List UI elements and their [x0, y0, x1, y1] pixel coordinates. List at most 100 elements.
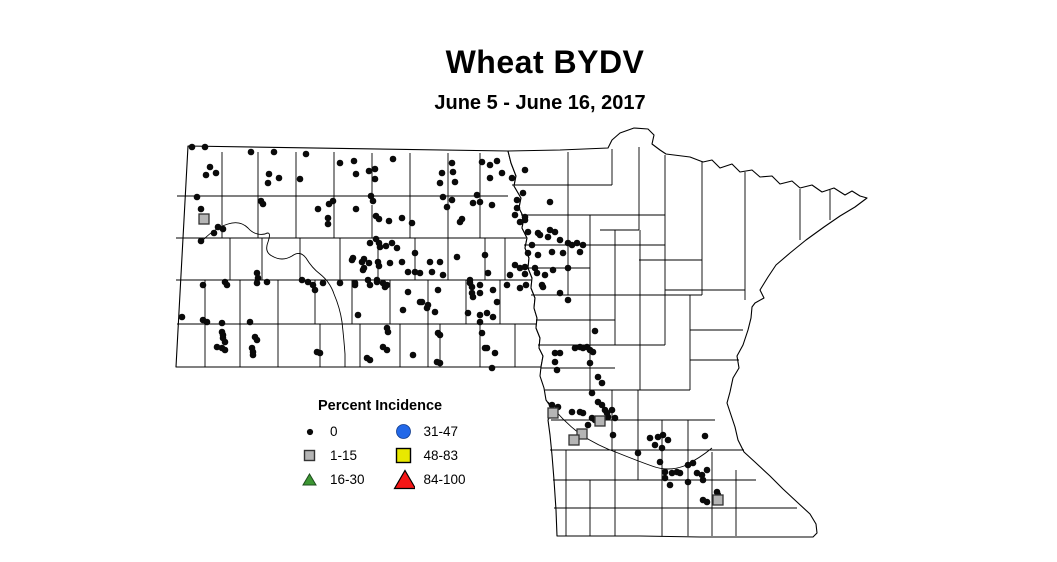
survey-point-zero	[365, 167, 373, 175]
survey-point-zero	[212, 169, 220, 177]
survey-point-zero	[513, 204, 521, 212]
survey-point-zero	[478, 158, 486, 166]
survey-point-zero	[386, 259, 394, 267]
survey-point-zero	[506, 271, 514, 279]
survey-point-zero	[366, 356, 374, 364]
survey-point-zero	[201, 143, 209, 151]
survey-point-zero	[488, 201, 496, 209]
survey-point-zero	[481, 251, 489, 259]
green-triangle-icon	[299, 473, 321, 486]
survey-point-zero	[275, 174, 283, 182]
legend-title: Percent Incidence	[318, 398, 443, 414]
black-dot-icon	[299, 427, 321, 437]
survey-point-zero	[448, 159, 456, 167]
survey-point-zero	[351, 279, 359, 287]
survey-point-zero	[548, 248, 556, 256]
survey-point-low	[547, 407, 559, 419]
survey-point-zero	[199, 281, 207, 289]
missouri-river	[202, 222, 346, 367]
survey-point-zero	[528, 241, 536, 249]
survey-point-zero	[534, 251, 542, 259]
survey-point-zero	[263, 278, 271, 286]
survey-point-zero	[309, 281, 317, 289]
survey-point-low	[712, 494, 724, 506]
survey-point-zero	[438, 169, 446, 177]
survey-point-zero	[481, 344, 489, 352]
survey-point-zero	[302, 150, 310, 158]
survey-point-zero	[253, 269, 261, 277]
survey-point-zero	[319, 279, 327, 287]
survey-point-zero	[408, 219, 416, 227]
legend-item-48-83: 48-83	[393, 447, 466, 464]
legend-label: 31-47	[423, 424, 459, 439]
survey-point-zero	[486, 161, 494, 169]
survey-point-zero	[464, 309, 472, 317]
survey-point-zero	[223, 281, 231, 289]
survey-point-zero	[324, 220, 332, 228]
survey-point-zero	[564, 264, 572, 272]
survey-point-zero	[661, 468, 669, 476]
survey-point-zero	[661, 474, 669, 482]
survey-point-zero	[352, 205, 360, 213]
map-points-layer	[178, 143, 724, 506]
survey-point-zero	[539, 283, 547, 291]
survey-point-zero	[553, 366, 561, 374]
survey-point-zero	[219, 225, 227, 233]
survey-point-zero	[373, 278, 381, 286]
survey-point-zero	[399, 306, 407, 314]
survey-point-zero	[436, 331, 444, 339]
survey-point-zero	[579, 241, 587, 249]
survey-point-zero	[556, 289, 564, 297]
survey-point-zero	[524, 228, 532, 236]
survey-point-zero	[473, 191, 481, 199]
survey-point-zero	[426, 258, 434, 266]
survey-point-zero	[374, 258, 382, 266]
survey-point-zero	[466, 279, 474, 287]
survey-point-zero	[366, 239, 374, 247]
survey-point-zero	[424, 301, 432, 309]
survey-point-zero	[221, 346, 229, 354]
survey-point-zero	[684, 461, 692, 469]
survey-point-zero	[365, 259, 373, 267]
survey-point-zero	[703, 466, 711, 474]
legend-label: 1-15	[330, 448, 358, 463]
survey-point-zero	[684, 478, 692, 486]
legend: Percent Incidence 0 1-15	[299, 398, 489, 490]
survey-point-zero	[436, 179, 444, 187]
survey-point-zero	[551, 358, 559, 366]
survey-point-zero	[382, 242, 390, 250]
survey-point-zero	[586, 359, 594, 367]
survey-point-zero	[383, 281, 391, 289]
survey-point-zero	[439, 271, 447, 279]
survey-point-zero	[431, 308, 439, 316]
survey-point-zero	[197, 237, 205, 245]
survey-point-zero	[359, 266, 367, 274]
survey-point-zero	[531, 264, 539, 272]
survey-point-zero	[698, 471, 706, 479]
red-triangle-icon	[392, 469, 415, 490]
survey-point-zero	[304, 278, 312, 286]
survey-point-zero	[634, 449, 642, 457]
survey-point-zero	[498, 169, 506, 177]
survey-point-zero	[265, 170, 273, 178]
survey-point-zero	[336, 159, 344, 167]
survey-point-zero	[296, 175, 304, 183]
survey-point-zero	[178, 313, 186, 321]
survey-point-zero	[493, 298, 501, 306]
legend-label: 16-30	[330, 472, 365, 487]
legend-item-0: 0	[299, 423, 365, 440]
survey-point-zero	[383, 346, 391, 354]
survey-point-zero	[541, 271, 549, 279]
map-subtitle: June 5 - June 16, 2017	[434, 92, 646, 114]
survey-point-zero	[316, 349, 324, 357]
survey-point-zero	[448, 196, 456, 204]
survey-point-zero	[247, 148, 255, 156]
survey-point-zero	[451, 178, 459, 186]
survey-point-zero	[428, 268, 436, 276]
legend-label: 84-100	[423, 472, 466, 487]
survey-point-zero	[436, 359, 444, 367]
survey-point-zero	[654, 433, 662, 441]
legend-label: 0	[330, 424, 338, 439]
blue-circle-icon	[393, 423, 415, 440]
